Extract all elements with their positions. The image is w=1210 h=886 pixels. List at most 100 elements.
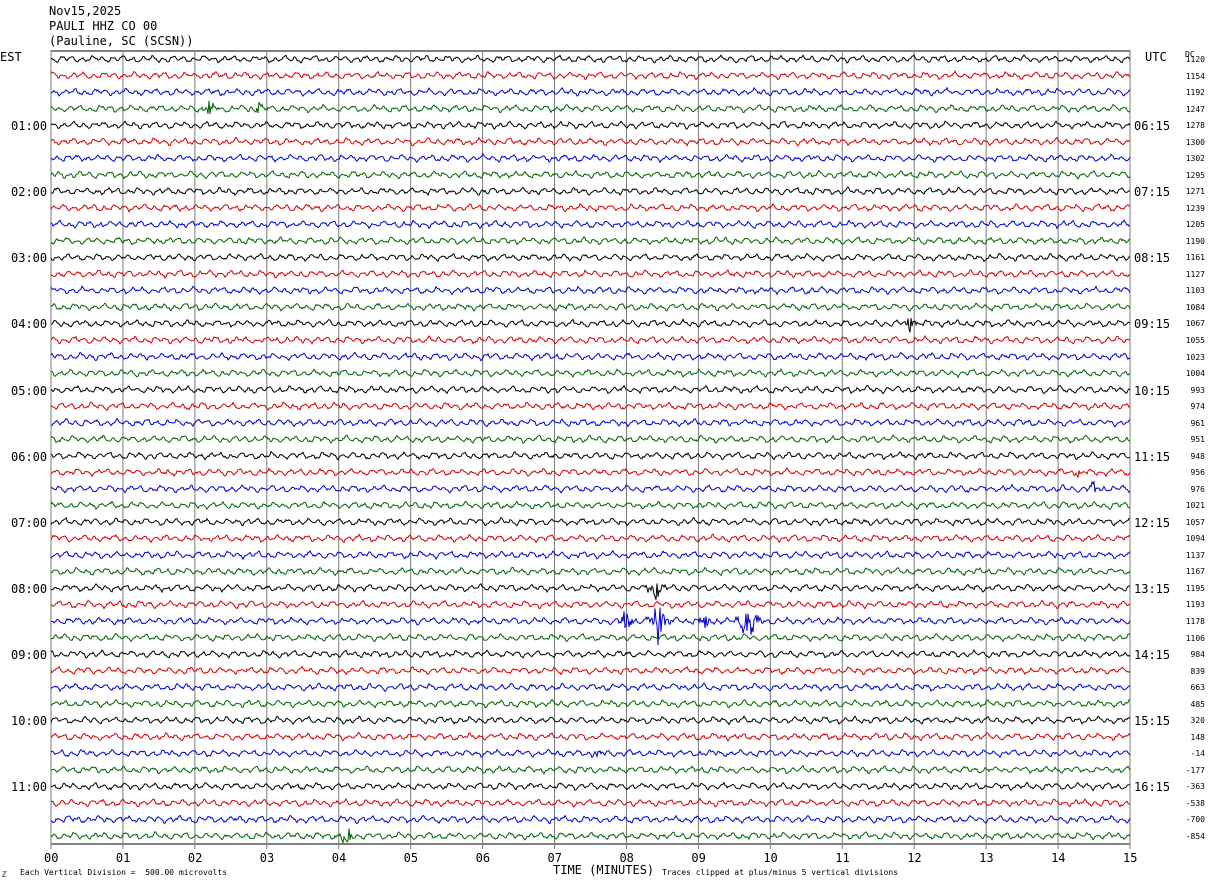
seismic-trace (50, 649, 1131, 659)
dc-offset-label: 1067 (1185, 319, 1205, 329)
x-tick-label: 04 (331, 851, 347, 865)
right-hour-label: 14:15 (1134, 648, 1171, 663)
x-tick-label: 01 (115, 851, 131, 865)
seismic-trace (50, 566, 1131, 577)
right-hour-label: 16:15 (1134, 780, 1171, 795)
dc-offset-label: 1302 (1185, 154, 1205, 164)
right-hour-label: 11:15 (1134, 449, 1171, 464)
seismic-trace (50, 401, 1131, 412)
dc-offset-label: 1094 (1185, 534, 1205, 544)
x-tick-label: 07 (547, 851, 562, 865)
dc-offset-label: 1023 (1185, 352, 1205, 362)
right-timezone-label: UTC (1145, 50, 1167, 64)
seismic-trace (50, 152, 1131, 164)
dc-offset-label: 320 (1190, 716, 1205, 726)
dc-offset-label: 1193 (1185, 600, 1205, 610)
dc-offset-label: 663 (1190, 683, 1205, 693)
left-hour-label: 10:00 (11, 714, 48, 729)
dc-offset-label: 1247 (1185, 104, 1205, 114)
dc-offset-label: 956 (1190, 468, 1205, 478)
dc-offset-label: -14 (1190, 749, 1205, 759)
x-axis-title: TIME (MINUTES) (553, 863, 655, 877)
plot-frame (50, 50, 1131, 845)
seismic-trace (50, 136, 1131, 147)
seismic-trace (50, 480, 1131, 494)
x-tick-label: 03 (259, 851, 275, 865)
dc-offset-label: 1192 (1185, 88, 1205, 98)
seismic-trace (50, 334, 1131, 345)
right-hour-label: 12:15 (1134, 515, 1171, 530)
left-hour-label: 05:00 (11, 383, 48, 398)
seismic-trace (50, 302, 1131, 313)
dc-offset-label: 1021 (1185, 501, 1205, 511)
seismic-trace (50, 797, 1131, 808)
seismic-trace (50, 219, 1131, 230)
seismic-trace (50, 417, 1131, 428)
dc-offset-label: 1057 (1185, 517, 1205, 527)
seismic-trace (50, 351, 1131, 362)
dc-offset-label: 1239 (1185, 203, 1205, 213)
dc-offset-label: 839 (1190, 666, 1205, 676)
dc-offset-label: 1195 (1185, 583, 1205, 593)
seismic-trace (50, 100, 1131, 114)
seismic-trace (50, 764, 1131, 776)
seismic-trace (50, 549, 1131, 561)
seismic-trace (50, 599, 1131, 610)
dc-offset-label: 1300 (1185, 137, 1205, 147)
left-hour-label: 01:00 (11, 119, 48, 134)
x-tick-label: 11 (835, 851, 850, 865)
seismic-trace (50, 252, 1131, 263)
seismic-trace (50, 434, 1131, 444)
dc-offset-label: 1190 (1185, 236, 1205, 246)
seismic-trace (50, 368, 1131, 379)
seismic-trace (50, 269, 1131, 279)
scale-note: Each Vertical Division = 500.00 microvol… (20, 868, 228, 877)
seismic-trace (50, 285, 1131, 296)
seismic-trace (50, 384, 1131, 395)
dc-offset-label: 1205 (1185, 220, 1205, 230)
dc-offset-label: 1106 (1185, 633, 1205, 643)
dc-offset-label: 1154 (1185, 71, 1205, 81)
left-timezone-label: EST (0, 50, 22, 64)
seismic-trace (50, 86, 1131, 97)
x-tick-label: 10 (763, 851, 778, 865)
left-hour-label: 06:00 (11, 449, 48, 464)
left-hour-label: 07:00 (11, 515, 48, 530)
dc-offset-label: 1161 (1185, 253, 1205, 263)
right-hour-label: 13:15 (1134, 581, 1171, 596)
seismic-trace (50, 318, 1131, 333)
left-hour-label: 08:00 (11, 581, 48, 596)
seismic-trace (50, 202, 1131, 214)
dc-offset-label: -700 (1185, 815, 1205, 825)
seismic-trace (50, 516, 1130, 527)
x-tick-label: 08 (619, 851, 634, 865)
header-station: PAULI HHZ CO 00 (49, 19, 158, 33)
seismic-trace (50, 607, 1131, 646)
right-hour-label: 08:15 (1134, 251, 1171, 266)
dc-offset-label: 1120 (1185, 55, 1205, 64)
seismic-trace (50, 665, 1131, 676)
dc-offset-label: -854 (1185, 831, 1205, 841)
dc-offset-label: 148 (1190, 732, 1205, 742)
header-date: Nov15,2025 (49, 4, 122, 18)
dc-offset-label: 1084 (1185, 302, 1205, 312)
right-hour-label: 09:15 (1134, 317, 1171, 332)
dc-offset-label: 485 (1190, 699, 1205, 709)
x-tick-label: 14 (1051, 851, 1066, 865)
x-tick-label: 15 (1123, 851, 1138, 865)
seismic-trace (50, 120, 1131, 130)
clip-note: Traces clipped at plus/minus 5 vertical … (662, 868, 899, 877)
dc-offset-label: 1295 (1185, 170, 1205, 180)
seismic-trace (51, 781, 1131, 792)
dc-offset-label: -177 (1185, 765, 1205, 775)
left-hour-label: 09:00 (11, 648, 48, 663)
dc-offset-label: 993 (1190, 385, 1205, 395)
dc-offset-label: 1178 (1185, 617, 1205, 627)
seismic-trace (50, 500, 1131, 511)
seismic-trace (50, 235, 1131, 246)
left-hour-label: 11:00 (11, 780, 48, 795)
corner-mark: ℤ (2, 870, 7, 879)
dc-offset-label: 961 (1190, 418, 1205, 428)
right-hour-label: 07:15 (1134, 185, 1171, 200)
